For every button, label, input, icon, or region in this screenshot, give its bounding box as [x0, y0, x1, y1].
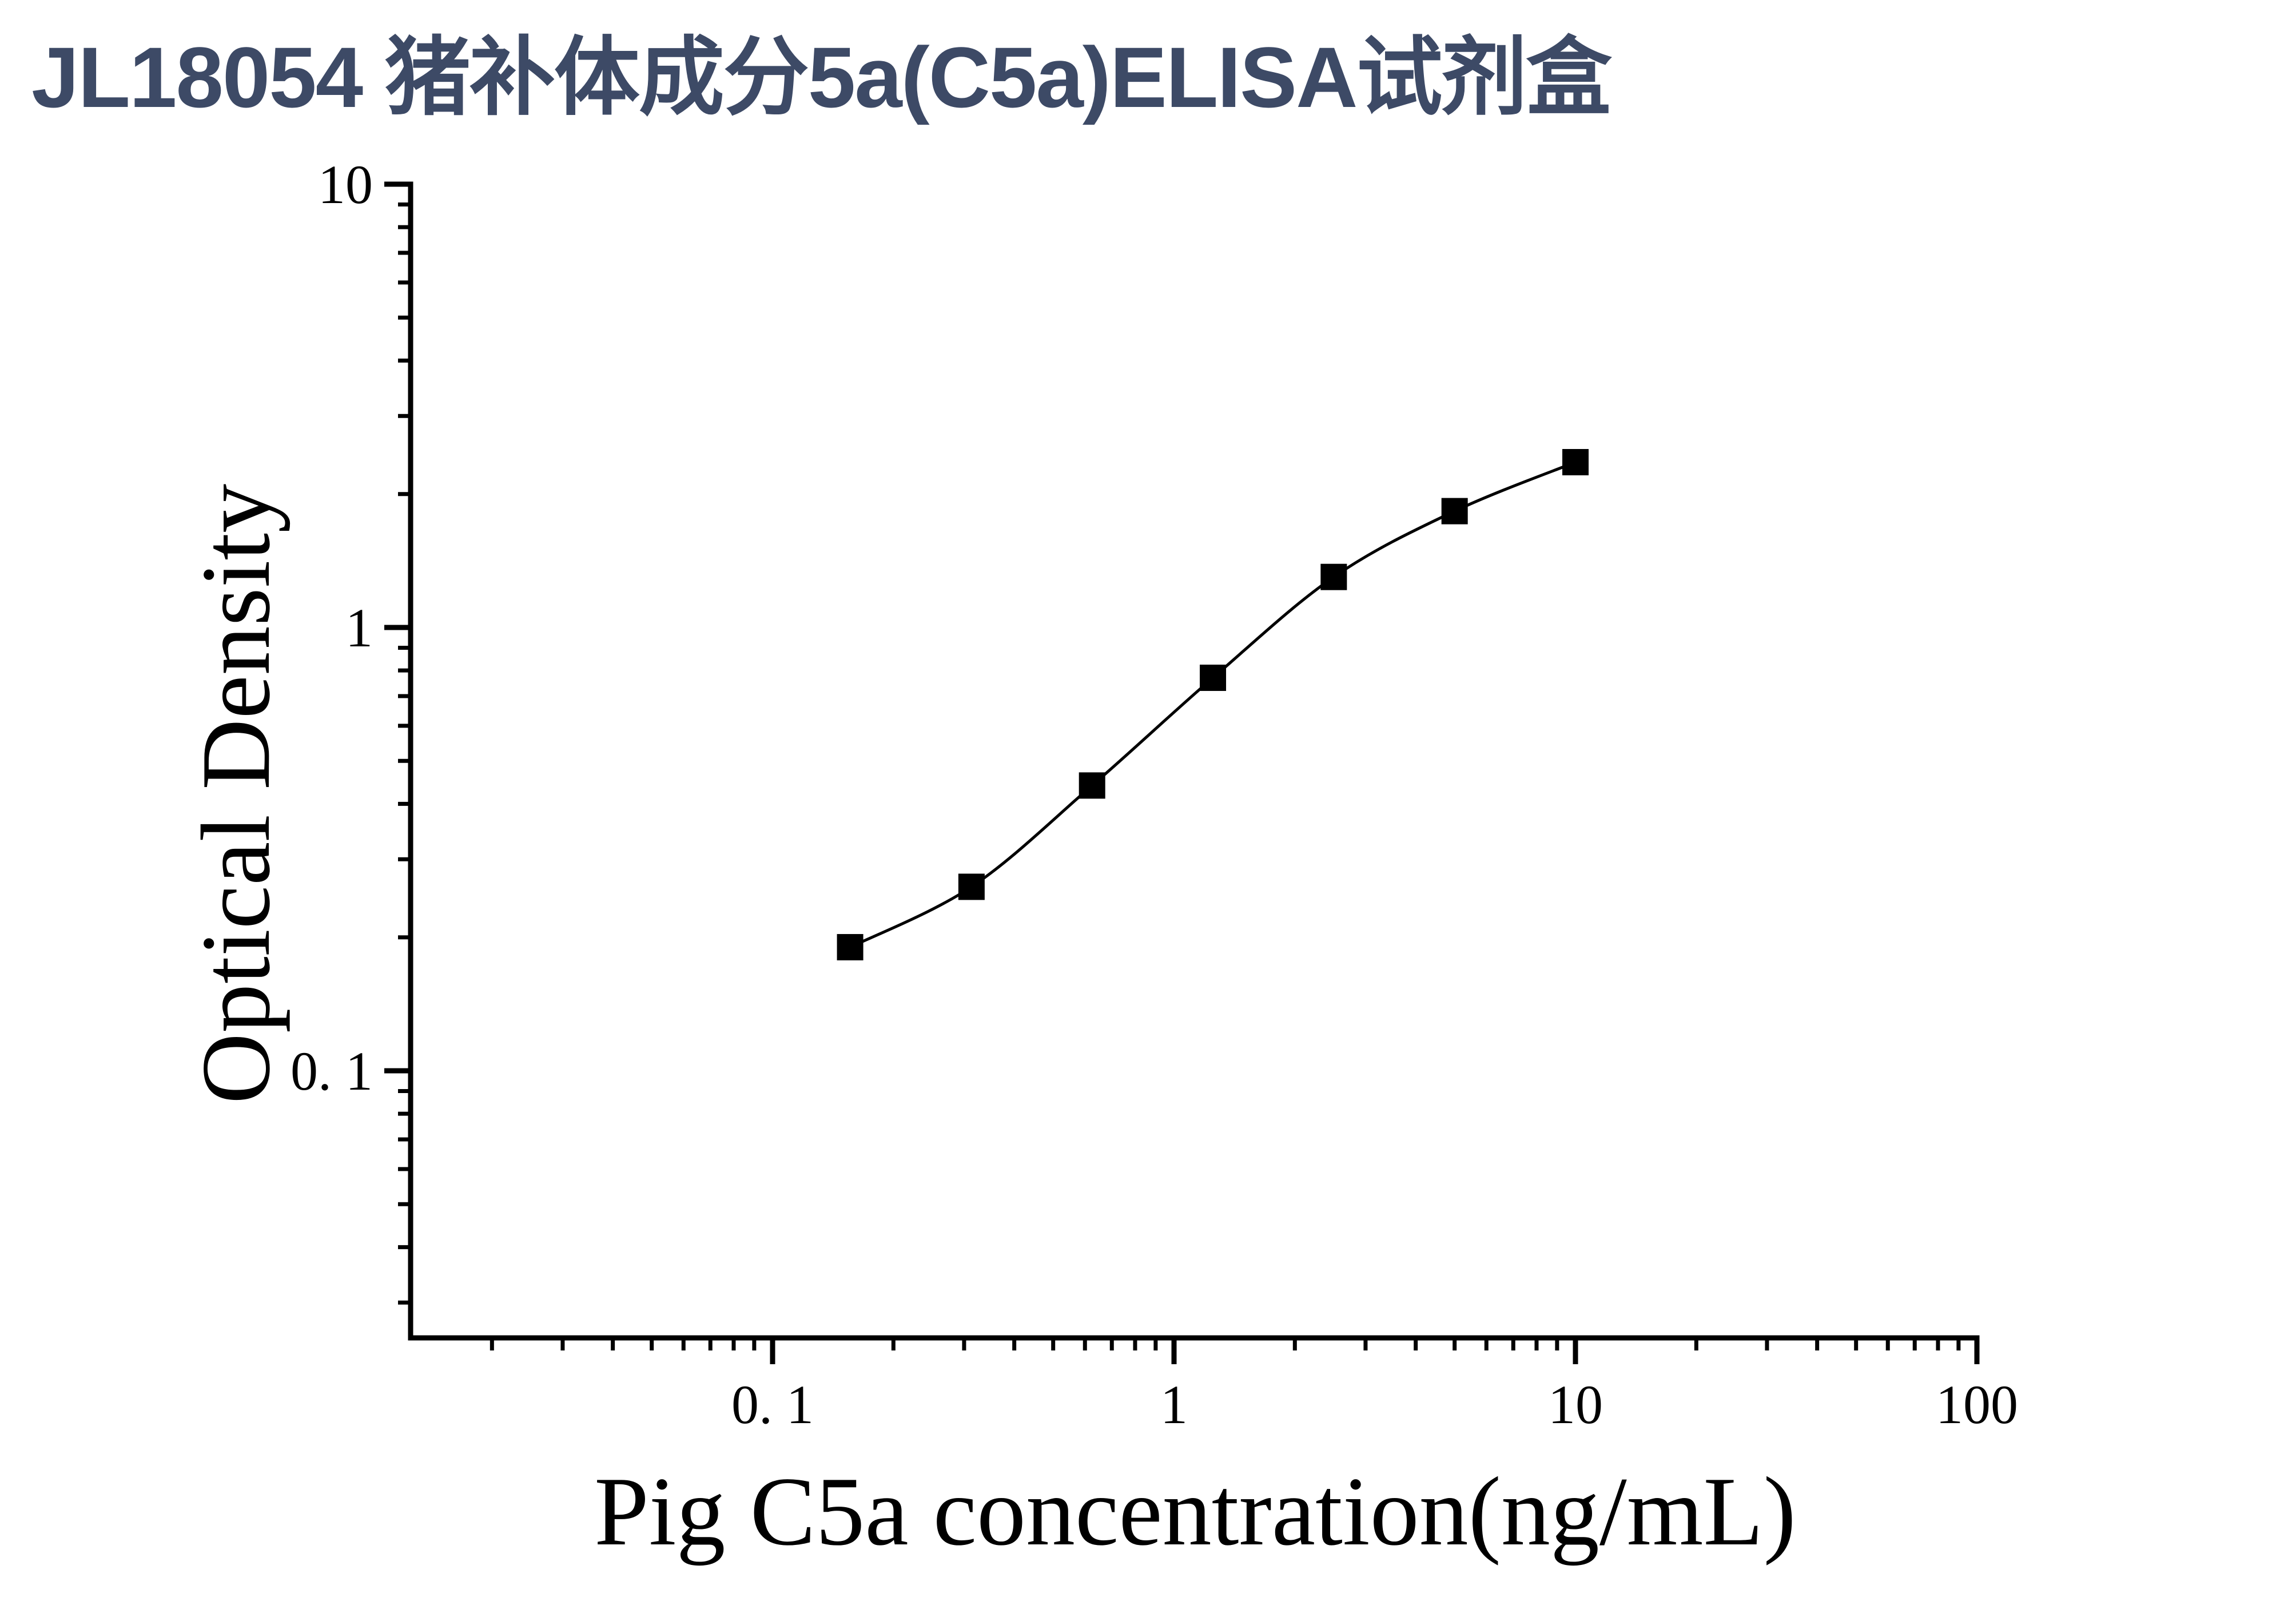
axes-lines: [408, 182, 1979, 1341]
x-axis-label: Pig C5a concentration(ng/mL): [594, 1457, 1796, 1566]
y-tick-label: 1: [345, 597, 373, 658]
data-point-marker: [958, 873, 985, 900]
data-point-marker: [1562, 448, 1589, 475]
x-tick-label: 100: [1936, 1374, 2018, 1435]
data-point-marker: [1320, 563, 1347, 590]
x-tick-label: 10: [1548, 1374, 1603, 1435]
data-point-marker: [1079, 772, 1105, 799]
y-axis-label: Optical Density: [182, 484, 291, 1104]
y-tick-label: 0. 1: [291, 1040, 373, 1102]
data-point-marker: [1441, 498, 1468, 525]
page-title: JL18054 猪补体成分5a(C5a)ELISA试剂盒: [31, 29, 1611, 125]
x-tick-label: 0. 1: [731, 1374, 814, 1435]
x-tick-label: 1: [1160, 1374, 1188, 1435]
data-point-marker: [837, 933, 864, 960]
data-point-marker: [1200, 664, 1227, 691]
y-tick-label: 10: [318, 154, 373, 215]
